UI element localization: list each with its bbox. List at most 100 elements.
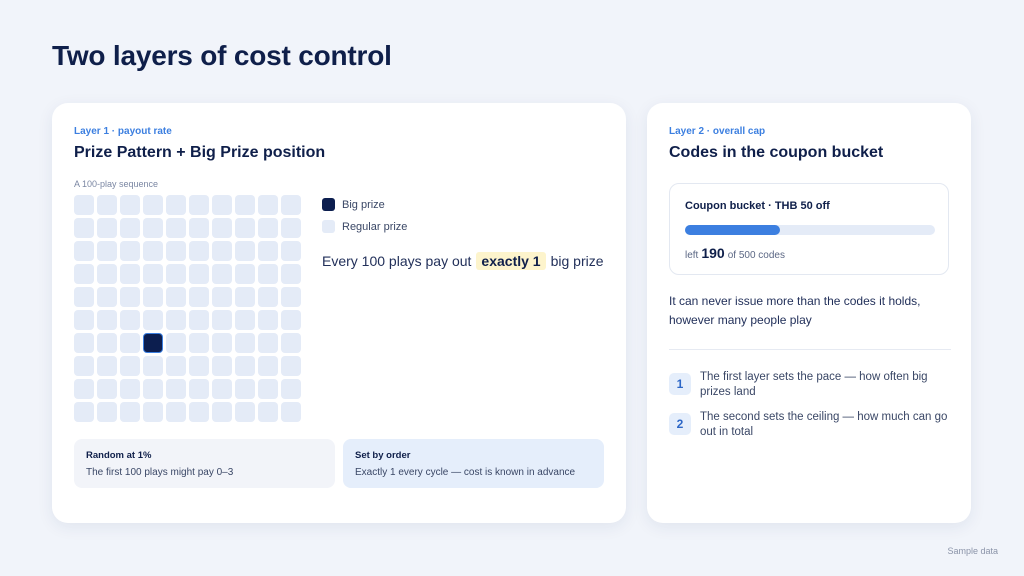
regular-prize-cell (235, 333, 255, 353)
regular-prize-cell (97, 379, 117, 399)
page-title: Two layers of cost control (52, 40, 392, 71)
layer2-title: Codes in the coupon bucket (669, 144, 884, 161)
regular-prize-cell (143, 310, 163, 330)
layer1-eyebrow: Layer 1 · payout rate (74, 126, 172, 137)
bucket-count: left 190 of 500 codes (685, 245, 785, 261)
regular-prize-cell (143, 356, 163, 376)
big-prize-swatch (322, 198, 335, 211)
regular-prize-cell (74, 218, 94, 238)
random-title: Random at 1% (86, 450, 152, 461)
regular-prize-cell (74, 333, 94, 353)
regular-prize-cell (143, 402, 163, 422)
payout-summary: Every 100 plays pay out exactly 1 big pr… (322, 252, 604, 270)
regular-prize-cell (97, 402, 117, 422)
regular-prize-cell (120, 287, 140, 307)
regular-prize-cell (120, 195, 140, 215)
regular-prize-cell (143, 195, 163, 215)
regular-prize-cell (189, 218, 209, 238)
regular-prize-cell (281, 333, 301, 353)
point-item: 2 The second sets the ceiling — how much… (669, 410, 959, 440)
regular-prize-cell (120, 402, 140, 422)
regular-prize-cell (212, 287, 232, 307)
layer2-card: Layer 2 · overall cap Codes in the coupo… (647, 103, 971, 523)
regular-prize-cell (258, 195, 278, 215)
regular-prize-cell (120, 218, 140, 238)
regular-prize-cell (212, 333, 232, 353)
regular-prize-cell (189, 379, 209, 399)
layer1-card: Layer 1 · payout rate Prize Pattern + Bi… (52, 103, 626, 523)
regular-prize-cell (258, 264, 278, 284)
regular-prize-cell (143, 379, 163, 399)
regular-prize-cell (235, 264, 255, 284)
regular-prize-cell (258, 218, 278, 238)
point-text: The second sets the ceiling — how much c… (700, 411, 948, 438)
regular-prize-cell (97, 287, 117, 307)
regular-prize-cell (189, 402, 209, 422)
bucket-left-value: 190 (701, 245, 725, 261)
regular-prize-cell (281, 218, 301, 238)
regular-prize-cell (189, 356, 209, 376)
regular-prize-cell (166, 241, 186, 261)
order-desc: Exactly 1 every cycle — cost is known in… (355, 467, 576, 478)
regular-prize-cell (281, 241, 301, 261)
point-number-badge: 1 (669, 373, 691, 395)
regular-prize-cell (258, 356, 278, 376)
regular-prize-cell (97, 310, 117, 330)
regular-prize-cell (258, 333, 278, 353)
regular-prize-cell (97, 264, 117, 284)
regular-prize-cell (97, 333, 117, 353)
regular-prize-cell (212, 241, 232, 261)
summary-highlight: exactly 1 (476, 252, 546, 270)
regular-prize-cell (166, 195, 186, 215)
regular-prize-cell (166, 379, 186, 399)
bucket-progress-track (685, 225, 935, 235)
bucket-title: Coupon bucket · THB 50 off (685, 200, 830, 212)
regular-prize-cell (143, 264, 163, 284)
regular-prize-cell (97, 356, 117, 376)
coupon-bucket: Coupon bucket · THB 50 off left 190 of 5… (669, 183, 949, 275)
regular-prize-cell (97, 218, 117, 238)
layer2-eyebrow: Layer 2 · overall cap (669, 126, 766, 137)
regular-prize-cell (281, 379, 301, 399)
regular-prize-cell (166, 333, 186, 353)
regular-prize-cell (74, 402, 94, 422)
regular-prize-cell (189, 287, 209, 307)
divider (669, 349, 951, 350)
regular-prize-cell (166, 310, 186, 330)
regular-prize-cell (120, 241, 140, 261)
legend-big-prize: Big prize (322, 198, 385, 211)
point-number-badge: 2 (669, 413, 691, 435)
footnote: Sample data (947, 546, 998, 556)
point-item: 1 The first layer sets the pace — how of… (669, 370, 959, 400)
regular-prize-cell (74, 241, 94, 261)
regular-prize-cell (212, 356, 232, 376)
regular-prize-cell (235, 402, 255, 422)
regular-prize-cell (212, 195, 232, 215)
random-approach-box: Random at 1% The first 100 plays might p… (74, 439, 335, 488)
grid-label: A 100-play sequence (74, 179, 159, 189)
play-sequence-grid (74, 195, 302, 423)
order-approach-box: Set by order Exactly 1 every cycle — cos… (343, 439, 604, 488)
regular-prize-cell (166, 356, 186, 376)
regular-prize-cell (143, 287, 163, 307)
regular-prize-cell (281, 402, 301, 422)
regular-prize-cell (166, 264, 186, 284)
bucket-left-label: left (685, 250, 699, 261)
regular-prize-cell (74, 264, 94, 284)
regular-prize-cell (212, 264, 232, 284)
regular-prize-cell (189, 241, 209, 261)
regular-prize-cell (120, 356, 140, 376)
regular-prize-cell (212, 310, 232, 330)
regular-prize-cell (281, 264, 301, 284)
regular-prize-cell (189, 333, 209, 353)
regular-prize-swatch (322, 220, 335, 233)
regular-prize-cell (120, 310, 140, 330)
regular-prize-cell (166, 287, 186, 307)
regular-prize-cell (120, 264, 140, 284)
regular-prize-cell (97, 195, 117, 215)
layer1-title: Prize Pattern + Big Prize position (74, 144, 326, 161)
regular-prize-cell (166, 402, 186, 422)
regular-prize-cell (258, 241, 278, 261)
bucket-progress-fill (685, 225, 780, 235)
summary-after: big prize (550, 253, 604, 269)
